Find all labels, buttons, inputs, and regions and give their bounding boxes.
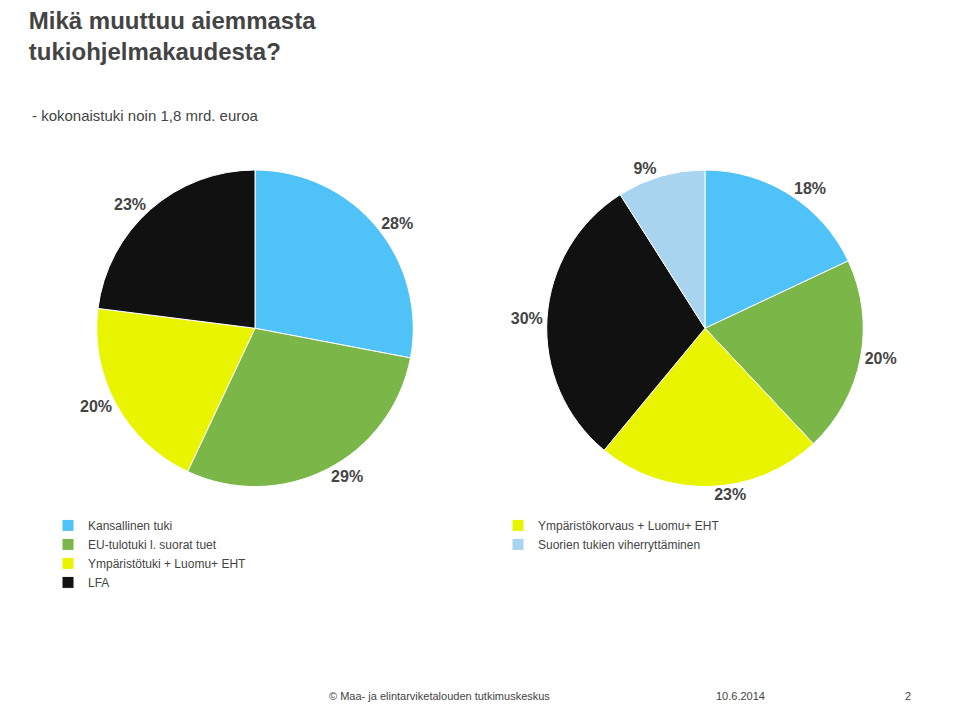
svg-text:9%: 9%: [633, 160, 656, 177]
svg-text:23%: 23%: [714, 486, 746, 503]
svg-text:20%: 20%: [80, 398, 112, 415]
svg-text:20%: 20%: [865, 350, 897, 367]
svg-text:30%: 30%: [511, 310, 543, 327]
svg-text:28%: 28%: [381, 215, 413, 232]
svg-text:Mikä muuttuu aiemmastatukiohje: Mikä muuttuu aiemmastatukiohjelmakaudest…: [29, 7, 316, 65]
svg-text:Ympäristötuki + Luomu+ EHT: Ympäristötuki + Luomu+ EHT: [88, 557, 246, 571]
svg-text:- kokonaistuki noin 1,8 mrd. e: - kokonaistuki noin 1,8 mrd. euroa: [32, 107, 259, 124]
svg-text:2: 2: [905, 690, 911, 702]
svg-text:© Maa- ja elintarviketalouden: © Maa- ja elintarviketalouden tutkimuske…: [329, 690, 550, 702]
svg-text:10.6.2014: 10.6.2014: [716, 690, 765, 702]
svg-text:Suorien tukien viherryttäminen: Suorien tukien viherryttäminen: [538, 538, 700, 552]
svg-text:29%: 29%: [331, 468, 363, 485]
svg-text:18%: 18%: [794, 180, 826, 197]
svg-text:Kansallinen tuki: Kansallinen tuki: [88, 519, 172, 533]
svg-text:LFA: LFA: [88, 576, 109, 590]
svg-text:EU-tulotuki l. suorat tuet: EU-tulotuki l. suorat tuet: [88, 538, 217, 552]
svg-text:Ympäristökorvaus + Luomu+ EHT: Ympäristökorvaus + Luomu+ EHT: [538, 519, 719, 533]
svg-text:23%: 23%: [114, 196, 146, 213]
